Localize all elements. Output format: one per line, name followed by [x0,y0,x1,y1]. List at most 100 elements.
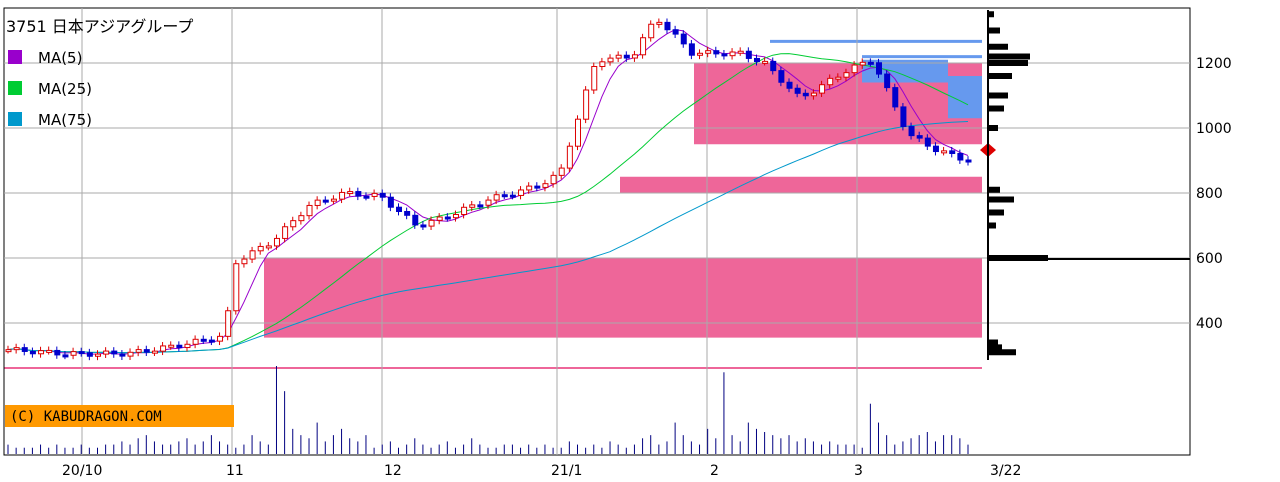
candle-body-24 [200,338,207,342]
watermark: (C) KABUDRAGON.COM [5,405,234,427]
candle-body-74 [607,57,614,63]
candle-body-8 [70,351,77,356]
candle-body-118 [965,159,972,163]
candle-body-84 [688,43,695,56]
candle-body-18 [151,350,158,354]
legend-label-ma25: MA(25) [38,80,92,98]
candle-body-94 [770,60,777,72]
candle-body-12 [103,350,110,355]
x-tick-label-2: 12 [384,463,402,479]
candle-body-53 [436,216,443,221]
candle-body-57 [469,204,476,208]
candle-body-22 [184,343,191,349]
candle-body-58 [477,204,484,208]
resistance-zone-0 [948,76,982,119]
profile-bar-15 [988,27,1000,34]
candle-body-65 [534,185,541,189]
profile-bar-2 [988,339,998,346]
y-tick-label-0: 400 [1196,316,1223,332]
profile-bar-10 [988,92,1008,99]
candles [5,18,996,361]
candle-body-15 [127,351,134,357]
legend-swatch-ma5 [8,50,22,64]
x-tick-label-5: 3 [854,463,863,479]
candle-body-114 [932,145,939,153]
x-tick-label-1: 11 [226,463,244,479]
watermark-text: (C) KABUDRAGON.COM [10,409,162,425]
candle-body-33 [273,237,280,247]
candle-body-82 [672,29,679,35]
candle-body-89 [729,51,736,57]
candle-body-97 [794,87,801,94]
candle-body-66 [542,183,549,188]
candle-body-3 [29,350,36,355]
candle-body-2 [21,347,28,352]
candle-body-86 [705,50,712,54]
candle-body-72 [591,66,598,91]
candle-body-34 [282,226,289,239]
candle-body-69 [566,145,573,169]
profile-bar-12 [988,60,1028,66]
candle-body-55 [452,213,459,219]
candle-body-81 [664,21,671,31]
candle-body-78 [640,37,647,56]
profile-bar-13 [988,53,1030,60]
legend: MA(5) MA(25) MA(75) [8,49,92,129]
candle-body-68 [558,167,565,176]
profile-bar-16 [988,11,994,18]
candle-body-6 [54,349,61,356]
x-tick-label-0: 20/10 [62,463,102,479]
candle-body-83 [680,33,687,45]
candle-body-99 [810,92,817,97]
candle-body-52 [428,219,435,227]
candle-body-103 [843,72,850,78]
watermark-badge [5,405,234,427]
candle-body-54 [444,216,451,220]
candle-body-104 [851,64,858,74]
profile-bar-1 [988,344,1002,351]
candle-body-28 [233,263,240,312]
candle-body-31 [257,245,264,252]
candle-body-101 [827,77,834,86]
candle-body-108 [884,73,891,89]
candle-body-115 [941,150,948,154]
legend-swatch-ma25 [8,81,22,95]
candle-body-93 [762,60,769,64]
plot-frame [3,7,1191,456]
x-tick-label-6: 3/22 [990,463,1021,479]
candle-body-16 [135,349,142,353]
candle-body-85 [697,52,704,56]
candle-body-30 [249,250,256,260]
candle-body-21 [176,344,183,349]
resistance-zone-1 [862,59,948,83]
candle-body-44 [363,195,370,199]
legend-swatch-ma75 [8,112,22,126]
candle-body-70 [574,118,581,147]
candle-body-77 [631,54,638,59]
candle-body-109 [892,87,899,108]
y-tick-label-3: 1000 [1196,121,1232,137]
candle-body-25 [208,339,215,343]
candle-body-23 [192,338,199,345]
candle-body-37 [306,204,313,217]
resistance-line-0 [770,39,982,43]
candle-body-26 [217,335,224,342]
candle-body-51 [420,224,427,228]
candle-body-59 [485,199,492,206]
candle-body-32 [265,245,272,249]
candle-body-29 [241,258,248,265]
profile-bar-7 [988,186,1000,193]
candle-body-47 [387,196,394,208]
candle-body-62 [509,194,516,198]
candle-body-5 [46,349,53,353]
candle-body-87 [713,50,720,55]
profile-bar-5 [988,209,1004,216]
candle-body-105 [859,61,866,66]
profile-bar-0 [988,349,1016,356]
candle-body-64 [526,185,533,191]
profile-bar-14 [988,43,1008,50]
candle-body-71 [583,89,590,120]
y-tick-label-1: 600 [1196,251,1223,267]
ma-line-75 [7,121,969,354]
